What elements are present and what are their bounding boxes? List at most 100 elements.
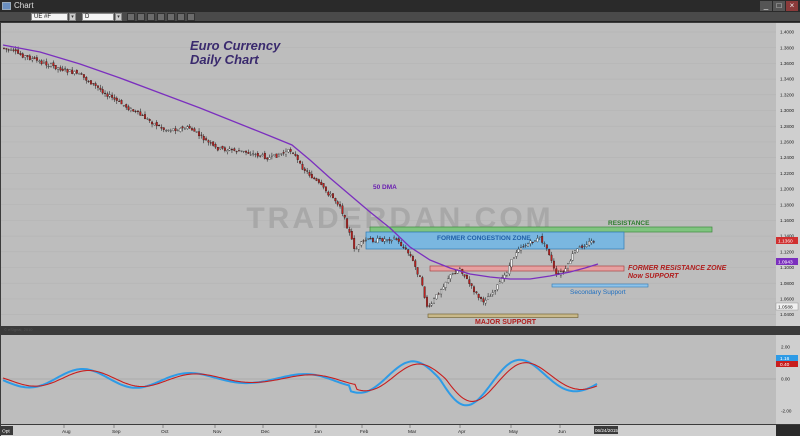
candle-body: [388, 239, 391, 241]
candle-body: [543, 243, 546, 244]
price-tick-label: 1.3000: [780, 108, 794, 113]
price-tick-label: 1.1800: [780, 202, 794, 207]
candle-body: [230, 149, 233, 151]
last-price-value: 1.1360: [778, 239, 793, 245]
candle-body: [350, 231, 353, 240]
candle-body: [35, 57, 38, 61]
candle-body: [369, 238, 372, 240]
candle-body: [322, 183, 325, 188]
price-tick-label: 1.2200: [780, 171, 794, 176]
candle-body: [90, 80, 92, 85]
price-tick-label: 1.0800: [780, 281, 794, 286]
candle-body: [299, 160, 302, 164]
candle-body: [381, 238, 384, 242]
candle-body: [162, 127, 165, 130]
candle-body: [423, 286, 426, 298]
candle-body: [494, 290, 497, 292]
candle-body: [87, 80, 90, 82]
toolbar-icon-7[interactable]: [187, 13, 195, 21]
date-end-marker: [594, 426, 618, 434]
price-tick-label: 1.1000: [780, 265, 794, 270]
interval-dropdown-icon[interactable]: ▾: [115, 13, 122, 21]
date-tick-label: Oct: [161, 429, 169, 435]
symbol-dropdown-icon[interactable]: ▾: [69, 13, 76, 21]
copyright-text: © eSignal, 2010: [4, 327, 33, 332]
candle-body: [282, 152, 285, 154]
candle-body: [10, 49, 13, 51]
candle-body: [280, 153, 283, 155]
candle-body: [576, 248, 579, 253]
candle-body: [353, 237, 356, 249]
interval-input[interactable]: D: [82, 13, 114, 21]
candle-body: [332, 193, 334, 199]
candle-body: [205, 138, 208, 141]
toolbar-icon-5[interactable]: [167, 13, 175, 21]
minimize-icon[interactable]: _: [760, 1, 772, 11]
candle-body: [59, 67, 62, 71]
candle-body: [198, 131, 201, 137]
congestion-label: FORMER CONGESTION ZONE: [437, 235, 531, 242]
symbol-input[interactable]: UE #F: [31, 13, 68, 21]
candle-body: [433, 298, 436, 304]
candle-body: [550, 254, 553, 261]
candle-body: [216, 147, 219, 151]
former-resistance-label-2: Now SUPPORT: [628, 273, 679, 280]
candle-body: [73, 71, 76, 74]
candle-body: [134, 111, 137, 112]
candle-body: [562, 271, 565, 273]
maximize-icon[interactable]: □: [773, 1, 785, 11]
toolbar-icon-1[interactable]: [127, 13, 135, 21]
oscillator-tick-label: -2.00: [781, 409, 792, 414]
candle-body: [555, 268, 558, 275]
window-title: Chart: [14, 1, 34, 10]
candle-body: [111, 94, 114, 98]
candle-body: [334, 198, 337, 202]
candle-body: [21, 53, 24, 58]
title-bar: Chart _ □ ×: [0, 0, 800, 12]
candle-body: [548, 249, 551, 256]
secondary-support-zone: [551, 283, 649, 288]
candle-body: [324, 186, 327, 192]
candle-body: [38, 60, 41, 62]
candle-body: [45, 61, 48, 66]
candle-body: [428, 305, 431, 307]
candle-body: [28, 55, 31, 60]
candle-body: [19, 53, 22, 55]
toolbar-icon-3[interactable]: [147, 13, 155, 21]
price-panel: [1, 23, 776, 326]
toolbar-icon-2[interactable]: [137, 13, 145, 21]
candle-body: [57, 67, 60, 70]
toolbar-icon-4[interactable]: [157, 13, 165, 21]
candle-body: [470, 283, 473, 286]
candle-body: [463, 274, 466, 277]
candle-body: [85, 77, 88, 81]
price-tick-label: 1.1600: [780, 218, 794, 223]
osc-value1: 1.16: [780, 356, 790, 362]
chart-title-line2: Daily Chart: [190, 52, 259, 67]
candle-body: [113, 97, 116, 100]
candle-body: [360, 241, 363, 246]
candle-body: [139, 111, 142, 116]
candle-body: [80, 73, 83, 75]
candle-body: [571, 253, 574, 261]
candle-body: [487, 296, 490, 300]
candle-body: [188, 125, 191, 129]
toolbar-icon-6[interactable]: [177, 13, 185, 21]
candle-body: [301, 163, 304, 170]
close-icon[interactable]: ×: [786, 1, 798, 11]
candle-body: [270, 155, 273, 157]
candle-body: [155, 122, 158, 127]
candle-body: [339, 204, 342, 207]
candle-body: [108, 94, 111, 97]
dma-50-line: [2, 44, 599, 280]
candle-body: [376, 238, 379, 244]
candle-body: [212, 141, 215, 146]
candle-body: [327, 191, 330, 196]
date-tick-label: May: [509, 429, 519, 435]
candle-body: [52, 62, 55, 67]
candle-body: [386, 239, 389, 241]
date-tick-label: Jan: [314, 429, 322, 435]
date-tick-label: Aug: [62, 429, 71, 435]
date-axis: Aug Sep Oct Nov Dec Jan Feb Mar Apr May Jun: [62, 425, 566, 435]
candle-body: [320, 181, 323, 185]
